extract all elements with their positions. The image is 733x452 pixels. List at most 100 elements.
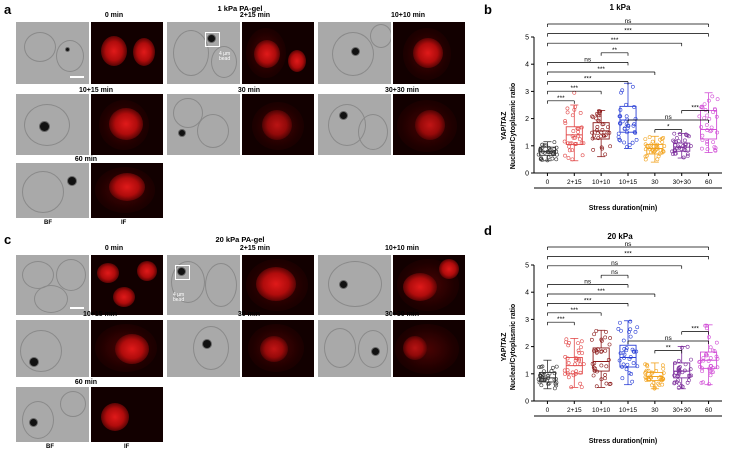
data-point (630, 84, 635, 89)
data-point (661, 149, 665, 153)
data-point (616, 327, 621, 331)
data-point (707, 382, 711, 386)
x-tick-label: 0 (546, 407, 550, 414)
data-point (540, 377, 545, 382)
data-point (603, 376, 607, 381)
data-point (603, 133, 608, 138)
data-point (649, 142, 654, 147)
data-point (619, 328, 623, 333)
data-point (599, 377, 604, 382)
data-point (700, 133, 705, 138)
data-point (705, 147, 710, 152)
bf-micrograph (318, 22, 391, 84)
if-micrograph (393, 94, 465, 155)
data-point (570, 157, 575, 162)
y-tick-label: 0 (525, 171, 529, 178)
data-point (648, 150, 653, 155)
data-point (709, 370, 714, 375)
data-point (620, 119, 625, 124)
data-point (572, 107, 577, 112)
micrograph-title-20kpa: 20 kPa PA-gel (215, 235, 265, 244)
data-point (698, 359, 703, 364)
data-point (685, 152, 690, 157)
data-point (658, 137, 662, 142)
data-point (647, 135, 652, 140)
data-point (538, 373, 542, 378)
significance-label: *** (557, 95, 565, 102)
significance-label: * (667, 124, 670, 131)
data-point (676, 372, 681, 376)
data-point (675, 378, 680, 383)
data-point (648, 374, 653, 379)
data-point (563, 354, 568, 359)
data-point (625, 144, 629, 149)
data-point (628, 319, 633, 324)
data-point (643, 371, 648, 376)
panel-label-c: c (4, 232, 12, 247)
bf-micrograph (167, 94, 240, 155)
significance-label: ns (584, 279, 592, 286)
data-point (538, 147, 543, 152)
data-point (550, 156, 555, 161)
data-point (545, 378, 549, 383)
data-point (699, 105, 704, 110)
significance-label: ns (584, 56, 592, 63)
if-micrograph (242, 22, 314, 84)
data-point (630, 379, 635, 384)
data-point (603, 152, 608, 157)
data-point (618, 121, 623, 126)
data-point (704, 352, 709, 357)
x-tick-label: 2+15 (567, 179, 582, 186)
data-point (566, 156, 571, 160)
bf-micrograph (318, 255, 391, 315)
y-tick-label: 1 (525, 371, 529, 378)
data-point (715, 365, 720, 370)
data-point (619, 90, 624, 95)
data-point (592, 361, 597, 366)
data-point (680, 370, 685, 375)
data-point (568, 141, 572, 146)
data-point (655, 146, 659, 151)
data-point (622, 347, 627, 351)
data-point (681, 155, 686, 160)
data-point (617, 358, 622, 363)
data-point (552, 386, 557, 391)
data-point (594, 128, 599, 133)
data-point (653, 148, 657, 153)
data-point (555, 152, 559, 157)
data-point (566, 375, 571, 380)
timepoint-label: 10+10 min (390, 12, 426, 19)
significance-label: ** (666, 344, 672, 351)
data-point (703, 108, 708, 112)
data-point (706, 98, 711, 103)
x-tick-label: 2+15 (567, 407, 582, 414)
data-point (676, 366, 681, 371)
data-point (579, 125, 584, 130)
data-point (652, 385, 657, 390)
if-micrograph (91, 22, 163, 84)
data-point (590, 130, 594, 135)
data-point (594, 116, 599, 121)
data-point (635, 325, 640, 330)
data-point (567, 148, 572, 153)
data-point (688, 367, 693, 372)
scale-bar (70, 76, 84, 78)
data-point (579, 339, 584, 344)
box (565, 126, 583, 145)
data-point (606, 125, 610, 130)
data-point (654, 369, 659, 373)
data-point (701, 356, 706, 360)
significance-label: *** (597, 66, 605, 73)
data-point (540, 158, 544, 162)
data-point (643, 154, 648, 159)
timepoint-label: 10+10 min (384, 245, 420, 252)
significance-label: ns (625, 18, 633, 25)
significance-label: *** (597, 288, 605, 295)
data-point (566, 361, 571, 365)
data-point (677, 132, 682, 136)
data-point (570, 134, 575, 138)
data-point (704, 123, 709, 127)
data-point (676, 373, 681, 378)
data-point (604, 364, 609, 369)
data-point (652, 149, 657, 154)
